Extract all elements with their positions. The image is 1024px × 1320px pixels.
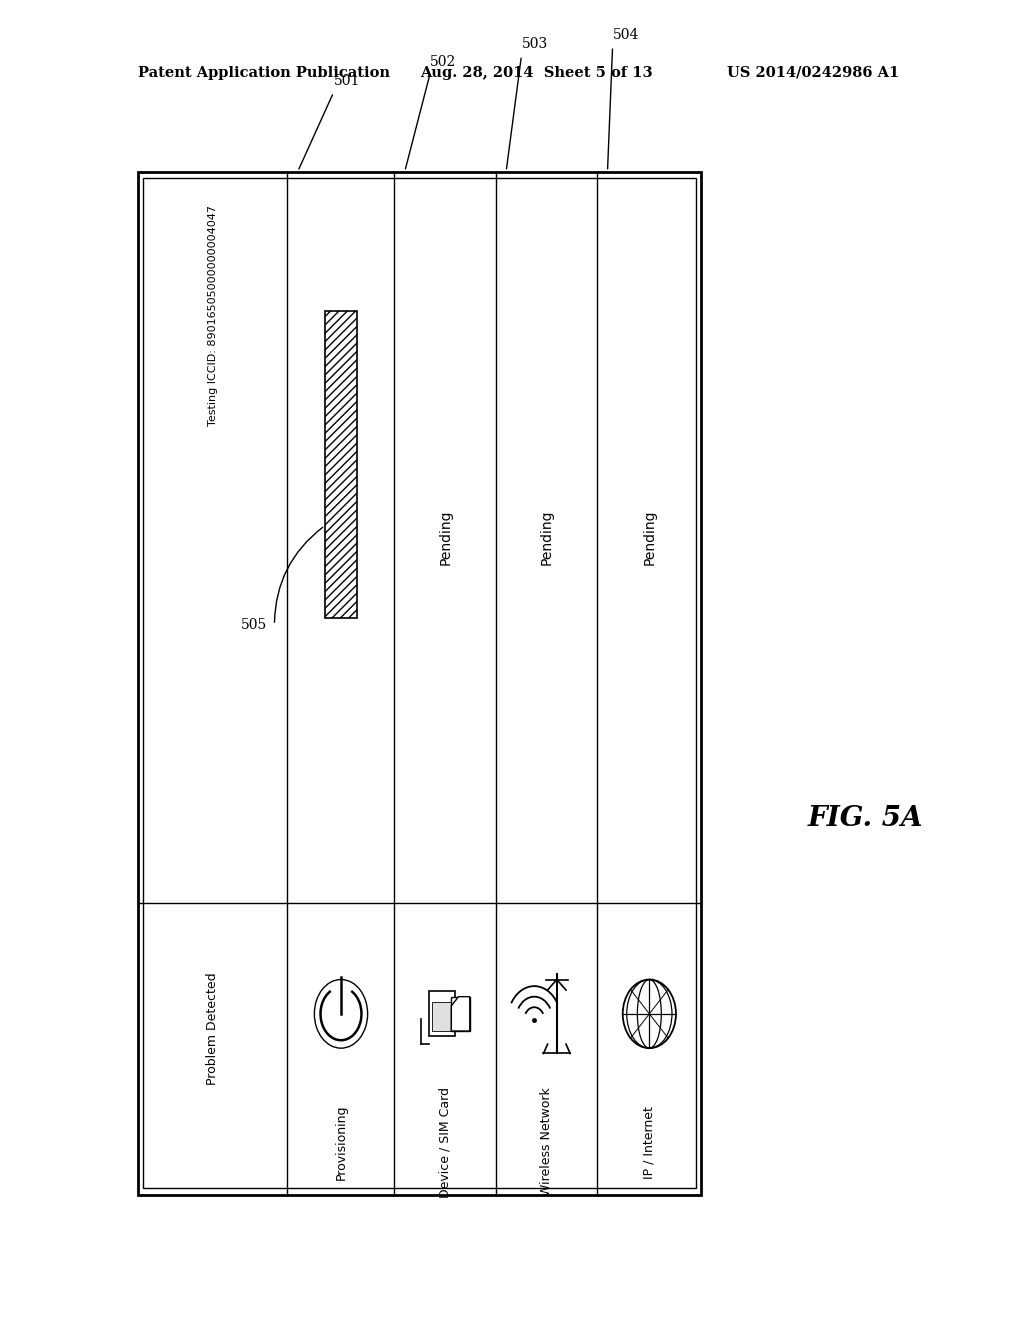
Text: Patent Application Publication: Patent Application Publication	[138, 66, 390, 79]
Bar	[138, 172, 701, 1195]
Text: Pending: Pending	[540, 510, 554, 565]
Text: Pending: Pending	[438, 510, 453, 565]
Text: 503: 503	[521, 37, 548, 51]
Bar	[429, 991, 456, 1036]
Polygon shape	[452, 997, 470, 1031]
Text: Provisioning: Provisioning	[335, 1105, 347, 1180]
Text: Device / SIM Card: Device / SIM Card	[438, 1086, 452, 1197]
Text: Wireless Network: Wireless Network	[540, 1088, 553, 1196]
Bar	[325, 310, 357, 618]
Text: 504: 504	[612, 28, 639, 42]
Text: FIG. 5A: FIG. 5A	[808, 805, 923, 832]
Text: US 2014/0242986 A1: US 2014/0242986 A1	[727, 66, 899, 79]
Bar	[432, 1002, 453, 1031]
Text: Aug. 28, 2014  Sheet 5 of 13: Aug. 28, 2014 Sheet 5 of 13	[420, 66, 652, 79]
Bar	[143, 178, 696, 1188]
Text: Pending: Pending	[642, 510, 656, 565]
Text: Testing ICCID: 89016505000000004047: Testing ICCID: 89016505000000004047	[208, 205, 218, 425]
Text: 501: 501	[334, 74, 360, 88]
Text: 505: 505	[241, 618, 267, 632]
Text: IP / Internet: IP / Internet	[643, 1106, 655, 1179]
Text: 502: 502	[430, 54, 457, 69]
Bar	[452, 997, 470, 1031]
Text: Problem Detected: Problem Detected	[207, 973, 219, 1085]
